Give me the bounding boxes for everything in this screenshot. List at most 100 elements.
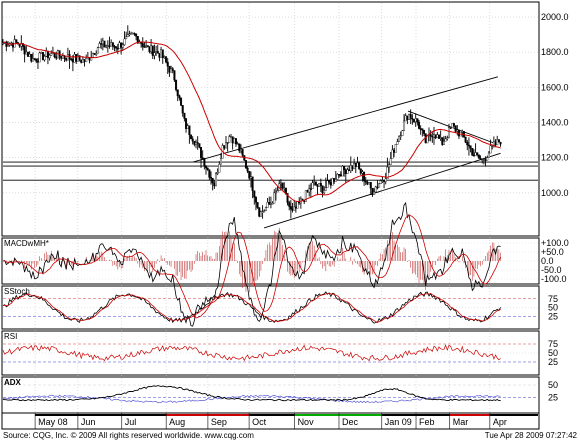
price-candle-body <box>361 171 364 174</box>
price-candle-body <box>456 129 459 132</box>
price-candle-body <box>371 187 374 195</box>
price-candle-body <box>6 45 9 47</box>
price-candle-body <box>304 190 307 202</box>
macd-tick-label: +100.0 <box>541 238 569 248</box>
price-candle-body <box>161 49 164 58</box>
price-candle-body <box>181 105 184 114</box>
price-candle-body <box>432 134 435 138</box>
price-candle-body <box>447 127 450 138</box>
price-candle-body <box>263 210 266 212</box>
price-candle-body <box>91 53 94 58</box>
month-label: Mar <box>453 417 469 427</box>
price-tick-label: 1600.0 <box>541 82 569 92</box>
price-candle-body <box>93 53 96 55</box>
price-candle-body <box>359 168 362 174</box>
price-candle-body <box>178 95 181 99</box>
price-candle-body <box>363 171 366 182</box>
price-candle-body <box>128 33 131 35</box>
price-candle-body <box>264 207 267 211</box>
price-candle-body <box>338 174 341 176</box>
price-candle-body <box>449 127 452 129</box>
price-candle-body <box>229 136 232 138</box>
price-candle-body <box>163 56 166 58</box>
series <box>2 25 502 404</box>
price-candle-body <box>186 125 189 129</box>
price-candle-body <box>311 182 314 189</box>
price-candle-body <box>409 114 412 119</box>
price-candle-body <box>36 61 39 63</box>
price-candle-body <box>358 162 361 169</box>
price-candle-body <box>75 54 78 62</box>
price-candle-body <box>130 33 133 35</box>
price-candle-body <box>373 191 376 195</box>
price-candle-body <box>211 177 214 184</box>
price-candle-body <box>224 142 227 149</box>
price-candle-body <box>482 159 485 161</box>
price-candle-body <box>50 53 53 56</box>
price-candle-body <box>208 169 211 178</box>
price-candle-body <box>279 182 282 185</box>
price-candle-body <box>472 155 475 157</box>
adx-panel-frame <box>1 376 540 414</box>
price-candle-body <box>431 135 434 138</box>
price-candle-body <box>241 149 244 156</box>
price-candle-body <box>323 190 326 194</box>
price-candle-body <box>429 134 432 137</box>
macd-tick-label: -100.0 <box>541 274 567 284</box>
price-candle-body <box>403 120 406 131</box>
price-candle-body <box>143 46 146 48</box>
price-candle-body <box>191 138 194 142</box>
channel-lower-line <box>263 152 501 229</box>
sstoch-label: SStoch <box>4 287 30 296</box>
price-tick-label: 1200.0 <box>541 153 569 163</box>
price-candle-body <box>321 185 324 194</box>
price-candle-body <box>249 176 252 179</box>
price-candle-body <box>95 53 98 55</box>
price-candle-body <box>261 211 264 213</box>
price-candle-body <box>65 57 68 61</box>
price-candle-body <box>314 181 317 186</box>
price-candle-body <box>60 55 63 59</box>
price-candle-body <box>190 134 193 140</box>
price-candle-body <box>413 119 416 123</box>
price-candle-body <box>248 170 251 179</box>
price-candle-body <box>486 157 489 161</box>
price-candle-body <box>105 45 108 48</box>
price-candle-body <box>100 43 103 45</box>
price-candle-body <box>196 142 199 144</box>
price-candle-body <box>31 58 34 62</box>
price-candle-body <box>484 159 487 161</box>
price-candle-body <box>171 68 174 71</box>
price-candle-body <box>30 54 33 62</box>
axis-labels: 2000.0 1800.0 1600.0 1400.0 1200.0 1000.0 +100… <box>34 12 569 429</box>
price-candle-body <box>123 38 126 46</box>
price-candle-body <box>246 167 249 172</box>
price-candle-body <box>70 58 73 61</box>
price-candle-body <box>45 50 48 57</box>
price-candle-body <box>106 45 109 47</box>
price-candle-body <box>421 128 424 131</box>
price-candle-body <box>398 135 401 142</box>
month-label: Feb <box>419 417 435 427</box>
price-candle-body <box>238 143 241 152</box>
price-candle-body <box>388 164 391 168</box>
price-candle-body <box>339 174 342 177</box>
price-candle-body <box>394 144 397 153</box>
price-candle-body <box>328 180 331 183</box>
price-candle-body <box>141 43 144 47</box>
price-candle-body <box>28 54 31 57</box>
price-candle-body <box>389 158 392 165</box>
price-candle-body <box>446 137 449 140</box>
price-candle-body <box>391 149 394 159</box>
price-candle-body <box>85 57 88 62</box>
price-candle-body <box>281 182 284 189</box>
month-label: Sep <box>211 417 227 427</box>
month-label: Dec <box>342 417 359 427</box>
price-candle-body <box>416 118 419 123</box>
price-candle-body <box>341 166 344 177</box>
price-candle-body <box>43 56 46 61</box>
footer-timestamp: Tue Apr 28 2009 07:27:42 <box>485 431 578 440</box>
price-candle-body <box>268 202 271 205</box>
sto-tick-label: 25 <box>548 311 558 321</box>
price-candle-body <box>334 179 337 182</box>
